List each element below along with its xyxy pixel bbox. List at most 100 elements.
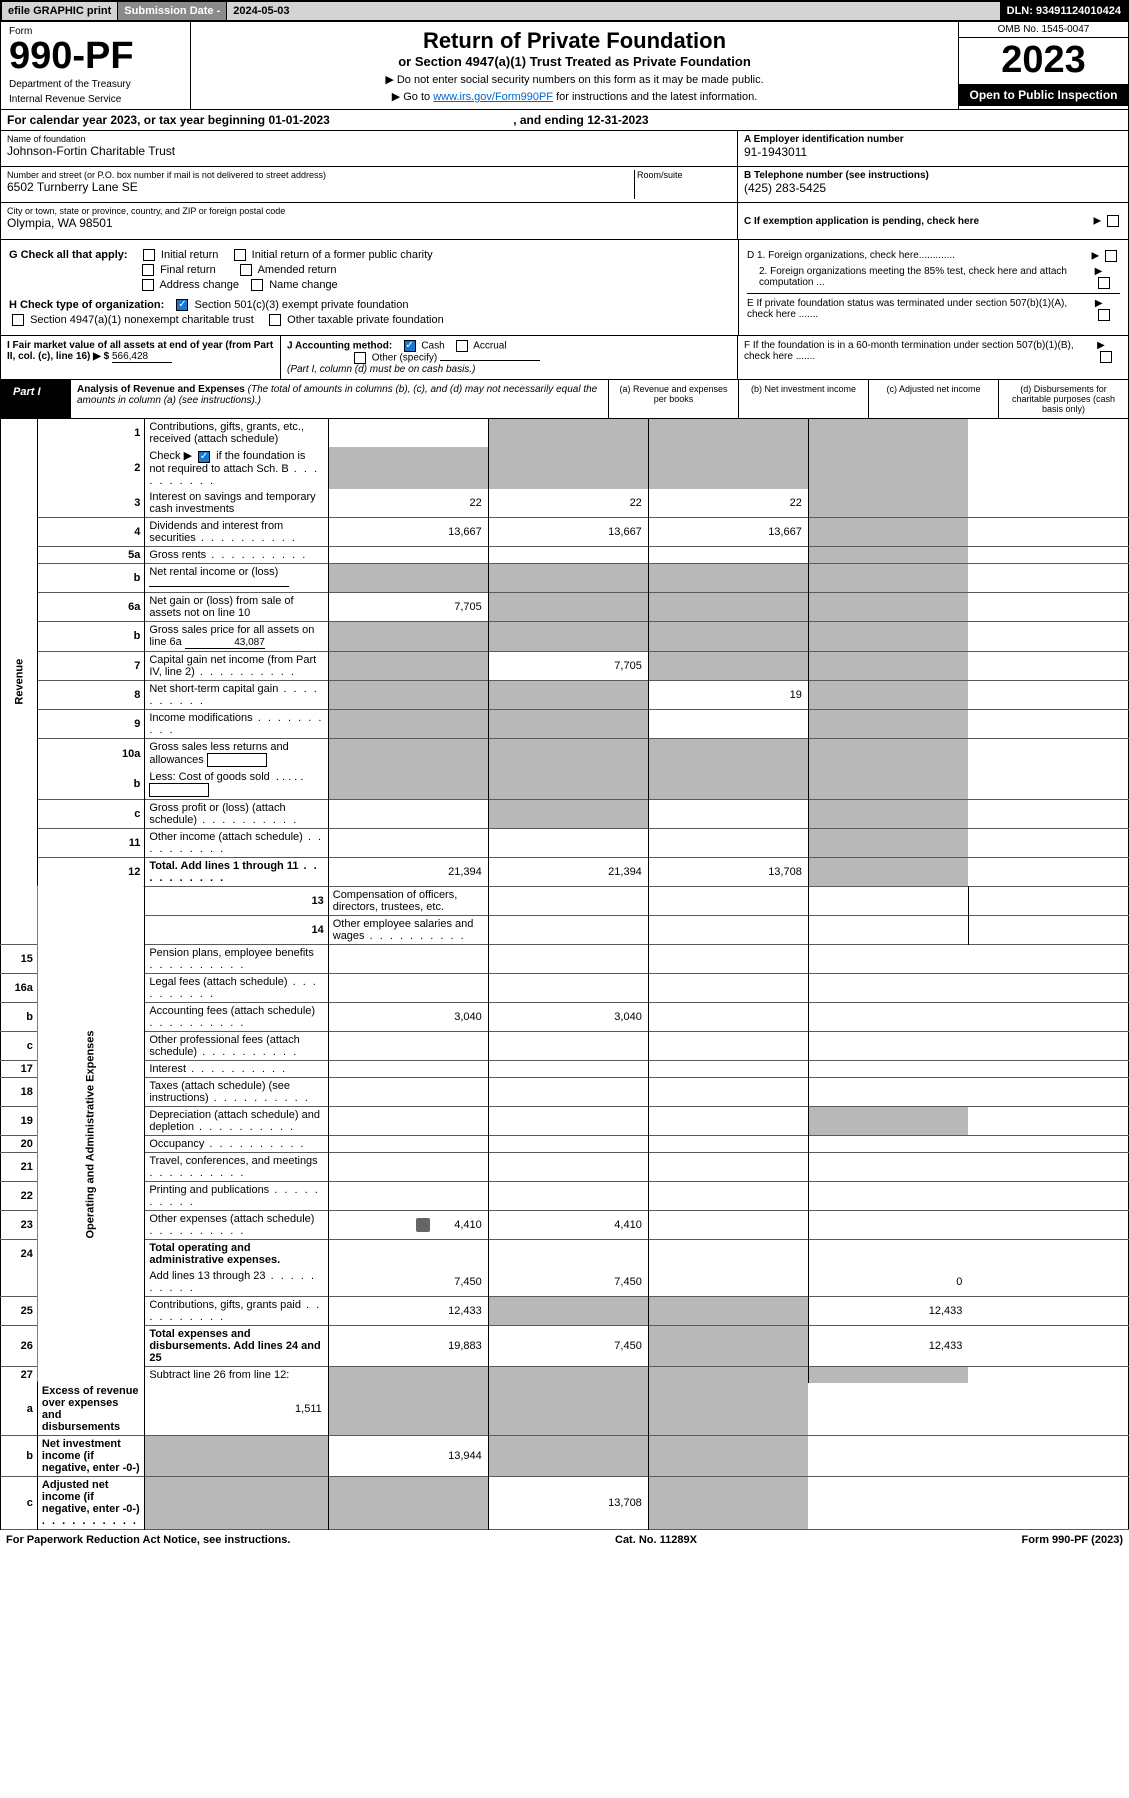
part1-header: Part I Analysis of Revenue and Expenses … — [0, 380, 1129, 419]
r7-b: 7,705 — [488, 651, 648, 680]
cb-name-change[interactable] — [251, 279, 263, 291]
cb-address-change[interactable] — [142, 279, 154, 291]
j-note: (Part I, column (d) must be on cash basi… — [287, 364, 475, 375]
r24-b: 7,450 — [488, 1268, 648, 1297]
cb-501c3[interactable] — [176, 299, 188, 311]
r26-b: 7,450 — [488, 1325, 648, 1366]
foundation-name: Johnson-Fortin Charitable Trust — [7, 144, 731, 158]
cb-amended[interactable] — [240, 264, 252, 276]
footer-left: For Paperwork Reduction Act Notice, see … — [6, 1534, 290, 1546]
cb-sch-b[interactable] — [198, 451, 210, 463]
row-1: Contributions, gifts, grants, etc., rece… — [145, 419, 328, 447]
row-7: Capital gain net income (from Part IV, l… — [145, 651, 328, 680]
open-inspection: Open to Public Inspection — [959, 84, 1128, 106]
expenses-side-label: Operating and Administrative Expenses — [37, 886, 144, 1383]
fmv-row: I Fair market value of all assets at end… — [0, 336, 1129, 380]
title-row: Form 990-PF Department of the Treasury I… — [0, 22, 1129, 110]
row-10b: Less: Cost of goods sold . . . . . — [145, 769, 328, 800]
part1-title: Analysis of Revenue and Expenses — [77, 384, 245, 395]
r3-c: 22 — [648, 489, 808, 518]
phone-value: (425) 283-5425 — [744, 181, 1122, 195]
cb-accrual[interactable] — [456, 340, 468, 352]
tax-year: 2023 — [959, 38, 1128, 84]
cb-f[interactable] — [1100, 351, 1112, 363]
attach-icon[interactable] — [416, 1218, 430, 1232]
r26-d: 12,433 — [808, 1325, 968, 1366]
row-3: Interest on savings and temporary cash i… — [145, 489, 328, 518]
row-18: Taxes (attach schedule) (see instruction… — [145, 1077, 328, 1106]
omb-number: OMB No. 1545-0047 — [959, 22, 1128, 38]
header-bar: efile GRAPHIC print Submission Date - 20… — [0, 0, 1129, 22]
r12-b: 21,394 — [488, 857, 648, 886]
check-section: G Check all that apply: Initial return I… — [0, 240, 1129, 336]
row-25: Contributions, gifts, grants paid — [145, 1296, 328, 1325]
row-27b: Net investment income (if negative, ente… — [37, 1435, 144, 1476]
form-title: Return of Private Foundation — [197, 28, 952, 54]
row-8: Net short-term capital gain — [145, 680, 328, 709]
r6a-a: 7,705 — [328, 592, 488, 621]
row-15: Pension plans, employee benefits — [145, 944, 328, 973]
r27a-a: 1,511 — [145, 1383, 328, 1436]
cb-d2[interactable] — [1098, 277, 1110, 289]
street-address: 6502 Turnberry Lane SE — [7, 180, 630, 194]
submission-label: Submission Date - — [118, 2, 227, 20]
row-6b: Gross sales price for all assets on line… — [145, 621, 328, 651]
cb-initial-former[interactable] — [234, 249, 246, 261]
r4-b: 13,667 — [488, 517, 648, 546]
row-14: Other employee salaries and wages — [328, 915, 488, 944]
addr-label: Number and street (or P.O. box number if… — [7, 170, 630, 180]
g-label: G Check all that apply: — [9, 249, 128, 261]
cb-d1[interactable] — [1105, 250, 1117, 262]
row-21: Travel, conferences, and meetings — [145, 1152, 328, 1181]
footer-mid: Cat. No. 11289X — [615, 1534, 697, 1546]
note-ssn: ▶ Do not enter social security numbers o… — [197, 73, 952, 86]
row-5b: Net rental income or (loss) — [145, 563, 328, 592]
cb-other-method[interactable] — [354, 352, 366, 364]
col-c-header: (c) Adjusted net income — [868, 380, 998, 418]
r16b-b: 3,040 — [488, 1002, 648, 1031]
r12-c: 13,708 — [648, 857, 808, 886]
irs-link[interactable]: www.irs.gov/Form990PF — [433, 91, 553, 103]
d1-label: D 1. Foreign organizations, check here..… — [747, 250, 955, 262]
dln: DLN: 93491124010424 — [1001, 2, 1127, 20]
cb-e[interactable] — [1098, 309, 1110, 321]
cb-initial-return[interactable] — [143, 249, 155, 261]
d2-label: 2. Foreign organizations meeting the 85%… — [747, 266, 1095, 289]
room-label: Room/suite — [637, 170, 731, 180]
r3-a: 22 — [328, 489, 488, 518]
e-label: E If private foundation status was termi… — [747, 298, 1095, 321]
r12-a: 21,394 — [328, 857, 488, 886]
row-26: Total expenses and disbursements. Add li… — [145, 1325, 328, 1366]
col-a-header: (a) Revenue and expenses per books — [608, 380, 738, 418]
cb-4947a1[interactable] — [12, 314, 24, 326]
cb-other-taxable[interactable] — [269, 314, 281, 326]
note-link: ▶ Go to www.irs.gov/Form990PF for instru… — [197, 90, 952, 103]
ein-label: A Employer identification number — [744, 134, 1122, 145]
f-label: F If the foundation is in a 60-month ter… — [744, 340, 1097, 363]
efile-label: efile GRAPHIC print — [2, 2, 118, 20]
row-23: Other expenses (attach schedule) — [145, 1210, 328, 1239]
c-label: C If exemption application is pending, c… — [744, 216, 979, 227]
row-20: Occupancy — [145, 1135, 328, 1152]
c-checkbox[interactable] — [1107, 215, 1119, 227]
r23-b: 4,410 — [488, 1210, 648, 1239]
city-state-zip: Olympia, WA 98501 — [7, 216, 731, 230]
row-13: Compensation of officers, directors, tru… — [328, 886, 488, 915]
part1-label: Part I — [1, 380, 71, 418]
row-24: Total operating and administrative expen… — [145, 1239, 328, 1268]
r6b-val: 43,087 — [185, 637, 265, 649]
dept-treasury: Department of the Treasury — [9, 79, 182, 90]
revenue-side-label: Revenue — [1, 419, 38, 944]
r3-b: 22 — [488, 489, 648, 518]
r16b-a: 3,040 — [328, 1002, 488, 1031]
name-label: Name of foundation — [7, 134, 731, 144]
row-2: Check ▶ if the foundation is not require… — [145, 447, 328, 488]
cb-cash[interactable] — [404, 340, 416, 352]
h-label: H Check type of organization: — [9, 299, 164, 311]
j-label: J Accounting method: — [287, 341, 392, 352]
row-16c: Other professional fees (attach schedule… — [145, 1031, 328, 1060]
row-16a: Legal fees (attach schedule) — [145, 973, 328, 1002]
phone-label: B Telephone number (see instructions) — [744, 170, 1122, 181]
cb-final-return[interactable] — [142, 264, 154, 276]
r25-a: 12,433 — [328, 1296, 488, 1325]
